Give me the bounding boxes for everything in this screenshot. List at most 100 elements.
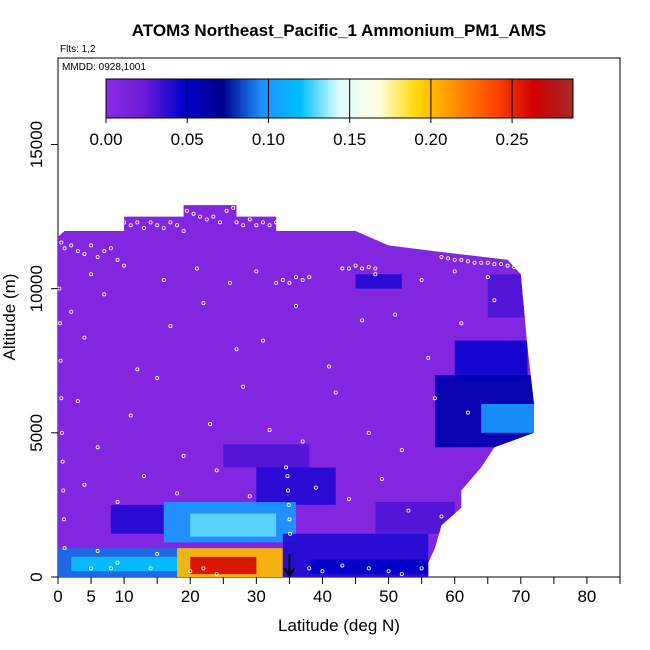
flight-track-point [313,485,318,490]
flight-track-point [254,223,259,228]
flight-track-point [479,260,484,265]
flight-track-point [194,266,199,271]
flight-track-point [128,413,133,418]
flight-track-point [498,262,503,267]
flight-track-point [300,439,305,444]
flight-track-point [267,223,272,228]
y-tick-label: 10000 [27,265,46,312]
flight-track-point [247,494,252,499]
flight-track-point [419,566,424,571]
flight-track-point [512,265,517,270]
x-tick-label: 20 [181,587,200,606]
x-tick-label: 50 [379,587,398,606]
flight-track-point [485,275,490,280]
flight-track-point [280,278,285,283]
flight-track-point [59,430,64,435]
flight-track-point [155,551,160,556]
flight-track-point [108,246,113,251]
flight-track-point [69,309,74,314]
flight-track-point [227,280,232,285]
flight-track-point [274,280,279,285]
heatmap-cell [223,444,310,468]
colorbar-tick-label: 0.15 [333,130,366,149]
flight-track-point [373,272,378,277]
flight-track-point [360,318,365,323]
flight-track-point [399,448,404,453]
heatmap-cell [71,556,178,572]
flight-track-point [184,208,189,213]
flight-track-point [459,321,464,326]
flight-track-point [307,275,312,280]
flight-track-point [492,298,497,303]
flight-track-point [286,488,291,493]
colorbar-tick-label: 0.25 [496,130,529,149]
flight-track-point [465,259,470,264]
flight-track-point [406,508,411,513]
flight-track-point [366,430,371,435]
flight-track-point [333,390,338,395]
flight-track-point [95,445,100,450]
flight-track-point [95,254,100,259]
flight-track-point [61,517,66,522]
flight-track-point [254,269,259,274]
plot-area [57,57,621,578]
flight-track-point [327,364,332,369]
flight-track-point [211,214,216,219]
flight-track-point [115,500,120,505]
flight-track-point [155,376,160,381]
flight-track-point [204,217,209,222]
flight-track-point [198,214,203,219]
flight-track-point [419,278,424,283]
heatmap-cell [190,513,277,537]
flight-track-point [214,468,219,473]
flight-track-point [340,266,345,271]
flight-track-point [62,246,67,251]
flight-track-point [353,263,358,268]
flight-track-point [439,514,444,519]
flight-track-point [155,223,160,228]
flight-track-point [452,257,457,262]
flight-track-point [241,223,246,228]
date-label: MMDD: 0928,1001 [62,62,146,73]
flight-track-point [224,208,229,213]
y-axis-label: Altitude (m) [0,274,19,361]
x-axis-label: Latitude (deg N) [278,616,400,635]
x-tick-label: 0 [53,587,62,606]
flight-track-point [135,220,140,225]
flight-track-point [75,399,80,404]
flight-track-point [82,252,87,257]
heatmap-cell [454,340,528,381]
x-tick-label: 60 [445,587,464,606]
flight-track-point [108,566,113,571]
x-tick-label: 30 [247,587,266,606]
flight-track-point [122,220,127,225]
flight-track-point [346,266,351,271]
flight-track-point [446,256,451,261]
flight-track-point [59,396,64,401]
flight-track-point [307,566,312,571]
flight-track-point [346,497,351,502]
flight-track-point [82,482,87,487]
flight-track-point [485,260,490,265]
flight-track-point [89,566,94,571]
flight-track-point [61,488,66,493]
flight-track-point [459,257,464,262]
colorbar-rect [105,78,574,119]
flight-track-point [217,220,222,225]
y-tick-label: 15000 [27,121,46,168]
heatmap-cell [110,504,164,534]
colorbar: 0.00 0.05 0.10 0.15 0.20 0.25 [89,78,574,149]
flight-track-point [62,546,67,551]
flight-track-point [161,278,166,283]
heatmap-cell [256,467,336,505]
flight-track-point [141,474,146,479]
arrow-layer [283,553,296,578]
x-axis: 0 5 10 20 30 40 50 60 70 80 [53,577,621,606]
flight-track-point [340,563,345,568]
flight-track-point [432,396,437,401]
heatmap-layer [58,205,534,577]
flight-track-point [59,240,64,245]
y-tick-label: 0 [27,572,46,581]
flight-track-point [300,278,305,283]
